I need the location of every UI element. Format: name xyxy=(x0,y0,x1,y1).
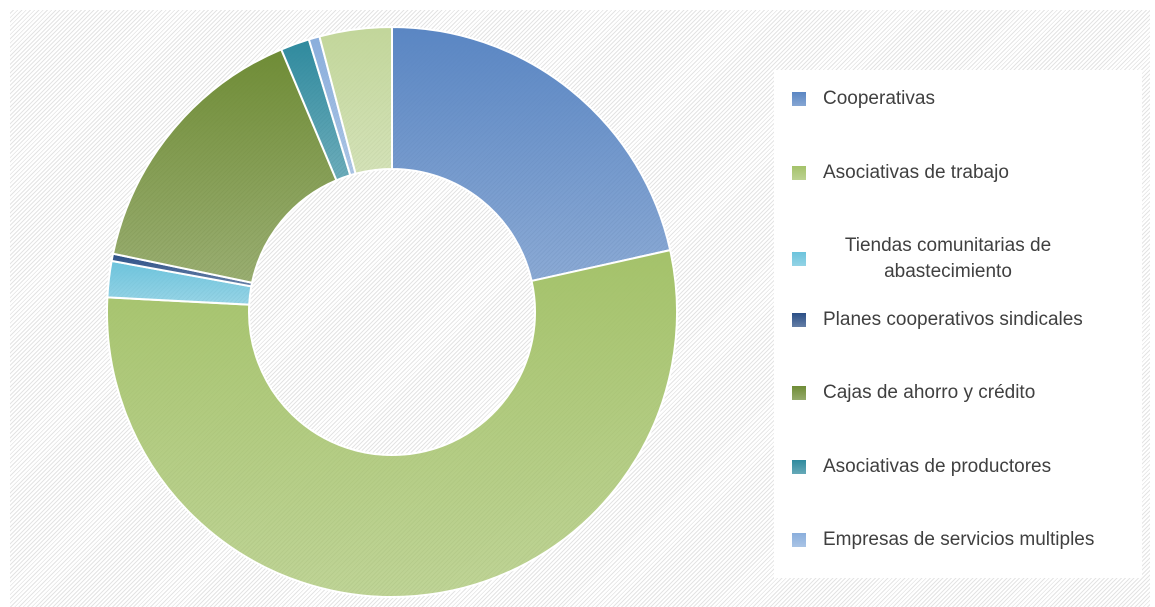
legend-swatch xyxy=(792,252,806,266)
legend-item: Tiendas comunitarias de abastecimiento xyxy=(792,233,1132,285)
slice xyxy=(111,48,338,284)
legend-swatch xyxy=(792,533,806,547)
legend-label: Asociativas de trabajo xyxy=(823,161,1009,183)
legend-swatch xyxy=(792,92,806,106)
slice xyxy=(318,25,393,175)
chart xyxy=(106,25,678,598)
legend-swatch xyxy=(792,459,806,474)
legend-label: Asociativas de productores xyxy=(823,455,1052,477)
legend-label: Cajas de ahorro y crédito xyxy=(823,382,1036,403)
legend-label: Tiendas comunitarias de abastecimiento xyxy=(844,235,1052,282)
legend-label: Planes cooperativos sindicales xyxy=(823,308,1083,330)
legend-item: Cajas de ahorro y crédito xyxy=(792,380,1132,406)
slice xyxy=(391,25,672,283)
legend-label: Empresas de servicios multiples xyxy=(823,529,1095,550)
slice xyxy=(106,248,678,598)
legend-item: Empresas de servicios multiples xyxy=(792,527,1132,553)
legend-item: Planes cooperativos sindicales xyxy=(792,307,1132,333)
legend-item: Cooperativas xyxy=(792,86,1132,112)
legend-item: Asociativas de trabajo xyxy=(792,160,1132,186)
legend-swatch xyxy=(792,165,806,180)
legend-swatch xyxy=(792,386,806,400)
legend-label: Cooperativas xyxy=(823,88,935,109)
legend: Cooperativas Asociativas de trabajo Tienda… xyxy=(774,70,1142,578)
legend-item: Asociativas de productores xyxy=(792,454,1132,480)
legend-swatch xyxy=(792,312,806,327)
